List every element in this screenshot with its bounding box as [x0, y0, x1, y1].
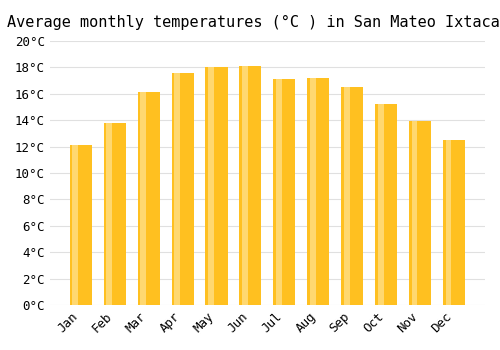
Bar: [72, 145, 78, 305]
Bar: [308, 78, 330, 305]
Bar: [378, 104, 384, 305]
Bar: [446, 140, 452, 305]
Bar: [375, 104, 398, 305]
Bar: [138, 92, 160, 305]
Bar: [240, 66, 262, 305]
Bar: [242, 66, 248, 305]
Bar: [140, 92, 146, 305]
Bar: [172, 72, 194, 305]
Bar: [174, 72, 180, 305]
Bar: [344, 87, 350, 305]
Bar: [412, 121, 418, 305]
Bar: [276, 79, 281, 305]
Bar: [208, 67, 214, 305]
Bar: [70, 145, 92, 305]
Bar: [409, 121, 432, 305]
Bar: [206, 67, 228, 305]
Bar: [443, 140, 465, 305]
Bar: [342, 87, 363, 305]
Bar: [310, 78, 316, 305]
Title: Average monthly temperatures (°C ) in San Mateo Ixtacalco: Average monthly temperatures (°C ) in Sa…: [8, 15, 500, 30]
Bar: [104, 123, 126, 305]
Bar: [106, 123, 112, 305]
Bar: [274, 79, 295, 305]
